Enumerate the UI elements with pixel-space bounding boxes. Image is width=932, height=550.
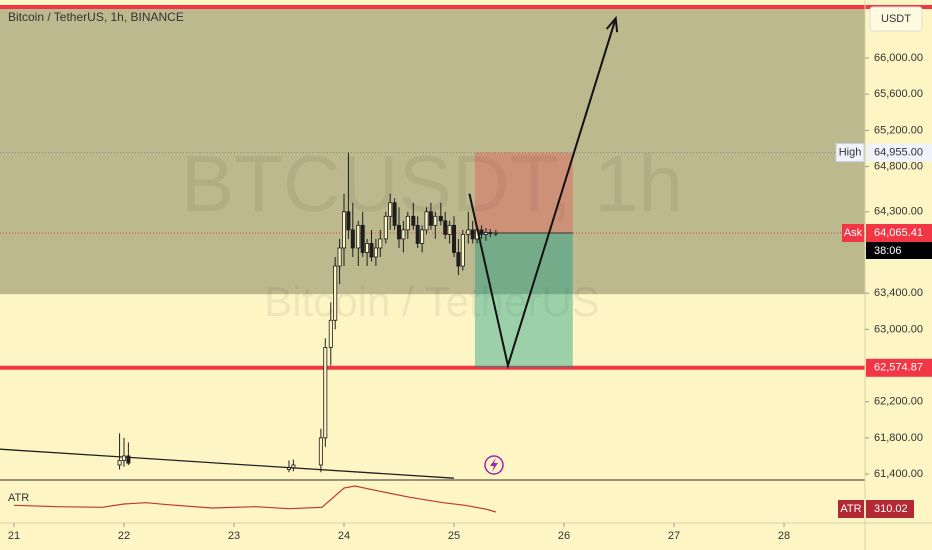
ask-label-bg <box>866 223 932 242</box>
chart-title: Bitcoin / TetherUS, 1h, BINANCE <box>8 10 184 24</box>
arrow <box>468 17 617 370</box>
candle-body <box>438 215 443 222</box>
arrow-head <box>605 15 619 33</box>
candle-body <box>286 467 291 470</box>
currency[interactable]: USDT <box>881 13 911 25</box>
x-tick-label: 28 <box>778 530 790 542</box>
candle-body <box>328 319 333 348</box>
y-tick-label: 64,800.00 <box>874 160 923 172</box>
atr-title: ATR <box>8 492 29 504</box>
candle-body <box>388 202 393 217</box>
candle-body <box>466 229 471 235</box>
position-stop <box>474 232 573 368</box>
y-tick-label: 64,300.00 <box>874 206 923 218</box>
candle-body <box>401 229 406 240</box>
y-tick-label: 65,200.00 <box>874 124 923 136</box>
y-tick-label: 66,000.00 <box>874 52 923 64</box>
support-label-bg <box>866 358 932 377</box>
y-tick-label: 61,800.00 <box>874 432 923 444</box>
x-tick-label: 26 <box>558 530 570 542</box>
candle-body <box>337 247 342 267</box>
candle-body <box>483 232 488 235</box>
x-tick-label: 23 <box>228 530 240 542</box>
candle-body <box>360 224 365 253</box>
candle-body <box>479 229 484 235</box>
candle-body <box>373 247 378 258</box>
countdown-bg <box>866 241 932 259</box>
candle-body <box>420 229 425 244</box>
candle-body <box>383 215 388 240</box>
candle-body <box>411 215 416 226</box>
x-tick-label: 21 <box>8 530 20 542</box>
candle-body <box>397 224 402 240</box>
candle-body <box>424 211 429 231</box>
y-tick-label: 65,600.00 <box>874 88 923 100</box>
candle-body <box>117 460 122 466</box>
position-profit <box>474 152 573 233</box>
candle-body <box>415 224 420 244</box>
candle-body <box>346 211 351 231</box>
countdown: 38:06 <box>874 245 902 257</box>
high-label: 64,955.00 <box>874 146 923 158</box>
candle-body <box>470 229 475 240</box>
x-tick-label: 22 <box>118 530 130 542</box>
alert-icon[interactable] <box>484 455 504 475</box>
y-tick-label: 61,400.00 <box>874 468 923 480</box>
candle-body <box>428 211 433 226</box>
zone <box>0 7 865 295</box>
candle-body <box>333 265 338 321</box>
atr-tag-bg <box>838 500 864 518</box>
y-tick-label: 62,200.00 <box>874 396 923 408</box>
ask-label: 64,065.41 <box>874 227 923 239</box>
y-tick-label: 63,000.00 <box>874 323 923 335</box>
candle-body <box>369 243 374 258</box>
candle-body <box>456 252 461 267</box>
ask-tag-bg <box>842 223 864 242</box>
candle-body <box>392 202 397 226</box>
y-tick-label: 63,400.00 <box>874 287 923 299</box>
candle-body <box>447 224 452 235</box>
atr-label: 310.02 <box>874 503 908 515</box>
candle-body <box>488 232 493 234</box>
x-tick-label: 25 <box>448 530 460 542</box>
overlay <box>468 15 619 370</box>
candle-body <box>121 455 126 461</box>
candle-body <box>323 347 328 439</box>
currency-box[interactable] <box>869 6 923 32</box>
x-tick-label: 24 <box>338 530 350 542</box>
support-label: 62,574.87 <box>874 362 923 374</box>
candle-body <box>433 215 438 226</box>
atr-label-bg <box>866 500 914 518</box>
ask-tag: Ask <box>844 227 863 239</box>
high-tag-bg <box>835 143 865 163</box>
candle-body <box>291 464 296 469</box>
candle-body <box>443 220 448 235</box>
candle-body <box>452 224 457 253</box>
candle-body <box>378 238 383 249</box>
high-label-bg <box>866 143 932 162</box>
high-tag: High <box>839 146 862 158</box>
candle-body <box>405 215 410 231</box>
candle-body <box>493 232 498 235</box>
candle-body <box>318 437 323 466</box>
watermark-sub: Bitcoin / TetherUS <box>264 278 599 325</box>
trendline <box>0 448 455 479</box>
candle-body <box>460 233 465 267</box>
atr-tag: ATR <box>840 503 861 515</box>
x-tick-label: 27 <box>668 530 680 542</box>
atr-line <box>13 485 496 513</box>
candle-body <box>365 243 370 253</box>
candle-body <box>356 224 361 249</box>
candle-body <box>126 455 131 464</box>
candle-body <box>350 229 355 249</box>
candle-body <box>341 211 346 249</box>
